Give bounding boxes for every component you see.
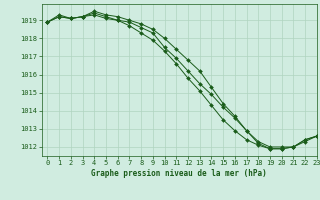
X-axis label: Graphe pression niveau de la mer (hPa): Graphe pression niveau de la mer (hPa) [91,169,267,178]
